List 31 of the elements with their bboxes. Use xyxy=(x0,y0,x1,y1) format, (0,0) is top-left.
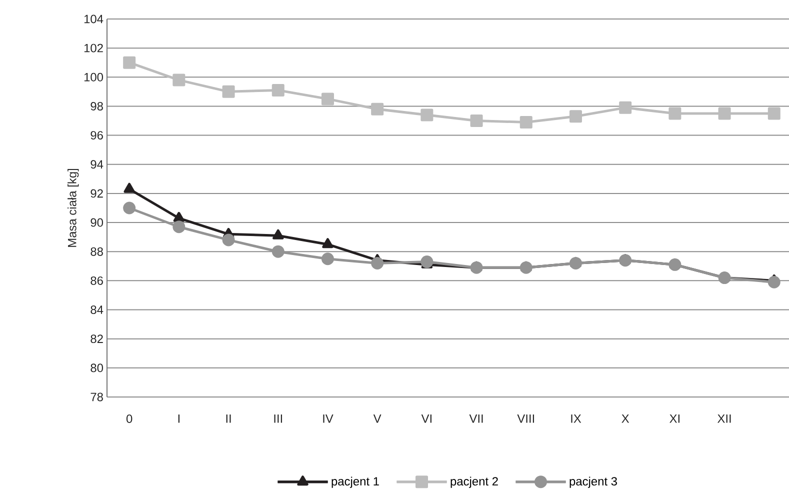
y-tick-label: 104 xyxy=(84,14,104,24)
y-tick-label: 96 xyxy=(90,131,103,140)
y-tick-label: 84 xyxy=(90,306,104,314)
x-tick-label: VIII xyxy=(517,414,534,423)
x-tick-label: VII xyxy=(469,414,483,423)
y-tick-label: 100 xyxy=(84,72,104,82)
y-tick-label: 86 xyxy=(90,276,103,285)
y-tick-label: 82 xyxy=(90,334,103,344)
y-tick-label: 92 xyxy=(90,189,103,198)
x-tick-label: 0 xyxy=(126,414,132,423)
y-tick-label: 102 xyxy=(84,44,103,52)
y-tick-label: 94 xyxy=(90,160,104,169)
x-tick-label: X xyxy=(622,414,630,423)
legend-label: pacjent 3 xyxy=(570,476,617,488)
y-axis-title: Masa ciała [kg] xyxy=(68,168,79,247)
x-tick-label: IX xyxy=(571,414,582,423)
y-tick-label: 78 xyxy=(90,392,103,402)
x-tick-label: XI xyxy=(670,414,680,423)
legend-label: pacjent 2 xyxy=(450,476,498,488)
y-tick-label: 88 xyxy=(90,247,103,256)
x-tick-label: IV xyxy=(323,414,334,423)
x-tick-label: II xyxy=(226,414,231,423)
x-tick-label: I xyxy=(178,414,180,423)
y-tick-label: 80 xyxy=(90,364,104,372)
legend-label: pacjent 1 xyxy=(332,476,379,488)
x-tick-label: III xyxy=(274,414,282,423)
y-tick-label: 98 xyxy=(90,102,103,110)
x-tick-label: VI xyxy=(421,414,432,423)
x-tick-label: XII xyxy=(717,414,731,423)
y-tick-label: 90 xyxy=(90,218,104,227)
x-tick-label: V xyxy=(373,414,382,423)
